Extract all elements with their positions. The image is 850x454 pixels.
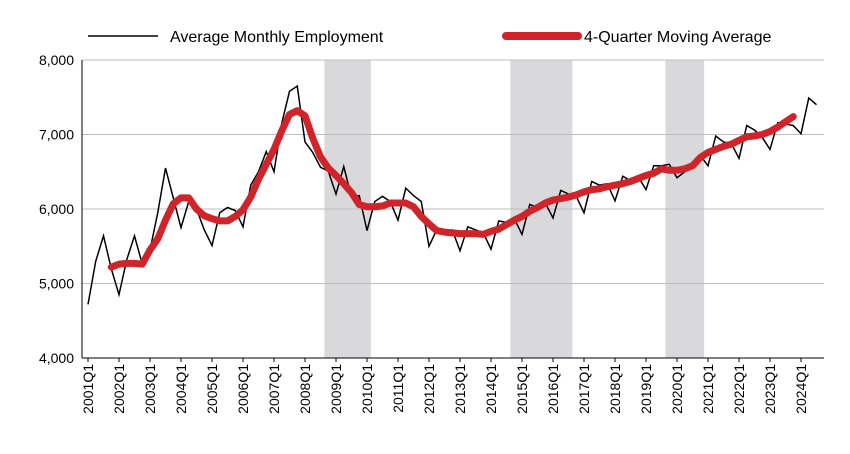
x-tick-label: 2010Q1: [359, 364, 375, 414]
y-tick-label: 6,000: [39, 201, 74, 217]
x-tick-label: 2016Q1: [545, 364, 561, 414]
x-tick-label: 2021Q1: [700, 364, 716, 414]
x-tick-label: 2009Q1: [328, 364, 344, 414]
x-tick-label: 2023Q1: [762, 364, 778, 414]
x-axis-ticks: 2001Q1 2002Q1 2003Q1 2004Q1 2005Q1 2006Q1 2007…: [80, 358, 809, 414]
x-tick-label: 2012Q1: [421, 364, 437, 414]
y-tick-label: 4,000: [39, 350, 74, 366]
series-line-employment: [87, 84, 817, 305]
y-gridlines: [82, 59, 824, 284]
x-tick-label: 2017Q1: [576, 364, 592, 414]
x-tick-label: 2019Q1: [638, 364, 654, 414]
legend-label-employment: Average Monthly Employment: [170, 29, 384, 46]
series-lines: [87, 84, 817, 305]
x-tick-label: 2024Q1: [793, 364, 809, 414]
x-tick-label: 2020Q1: [669, 364, 685, 414]
x-tick-label: 2011Q1: [390, 364, 406, 413]
x-tick-label: 2013Q1: [452, 364, 468, 414]
y-tick-label: 7,000: [39, 127, 74, 143]
x-tick-label: 2007Q1: [266, 364, 282, 414]
x-tick-label: 2002Q1: [111, 364, 127, 414]
x-tick-label: 2018Q1: [607, 364, 623, 414]
x-tick-label: 2006Q1: [235, 364, 251, 414]
x-tick-label: 2001Q1: [80, 364, 96, 414]
x-tick-label: 2005Q1: [204, 364, 220, 414]
x-tick-label: 2022Q1: [731, 364, 747, 414]
x-tick-label: 2008Q1: [297, 364, 313, 414]
x-tick-label: 2004Q1: [173, 364, 189, 414]
series-line-moving-average: [107, 107, 797, 271]
legend: Average Monthly Employment 4-Quarter Mov…: [88, 29, 771, 46]
x-tick-label: 2014Q1: [483, 364, 499, 414]
axes: [81, 60, 824, 359]
x-tick-label: 2015Q1: [514, 364, 530, 414]
y-tick-label: 8,000: [39, 52, 74, 68]
y-axis-ticks: 4,000 5,000 6,000 7,000 8,000: [39, 52, 74, 366]
legend-label-moving-average: 4-Quarter Moving Average: [584, 29, 771, 46]
x-tick-label: 2003Q1: [142, 364, 158, 414]
y-tick-label: 5,000: [39, 276, 74, 292]
